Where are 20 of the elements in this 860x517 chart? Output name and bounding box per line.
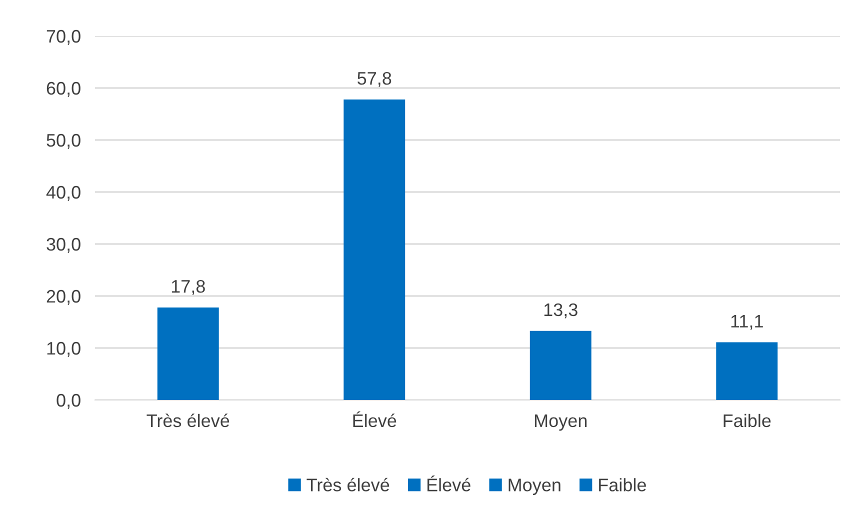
x-tick-label: Élevé bbox=[353, 411, 396, 428]
y-tick-label: 60,0 bbox=[46, 82, 80, 97]
data-label: 13,3 bbox=[544, 303, 578, 318]
data-label: 17,8 bbox=[172, 280, 205, 295]
data-label: 57,8 bbox=[358, 72, 392, 87]
y-tick-label: 20,0 bbox=[46, 290, 80, 305]
data-label: 11,1 bbox=[731, 315, 763, 330]
legend-label: Moyen bbox=[508, 478, 560, 495]
x-tick-label: Très élevé bbox=[146, 414, 230, 428]
y-tick-label: 70,0 bbox=[46, 30, 80, 45]
y-tick-label: 40,0 bbox=[46, 186, 80, 201]
y-tick-label: 0,0 bbox=[56, 394, 80, 409]
y-tick-label: 50,0 bbox=[46, 134, 80, 149]
y-tick-label: 30,0 bbox=[46, 238, 80, 253]
y-tick-label: 10,0 bbox=[47, 342, 80, 357]
legend-label: Très élevé bbox=[306, 478, 390, 492]
x-tick-label: Faible bbox=[724, 414, 771, 428]
legend-label: Élevé bbox=[427, 476, 470, 492]
legend-label: Faible bbox=[599, 478, 646, 492]
x-tick-label: Moyen bbox=[535, 414, 587, 431]
